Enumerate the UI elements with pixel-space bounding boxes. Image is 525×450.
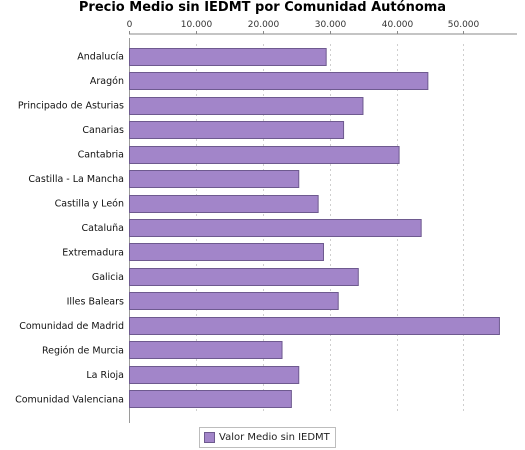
bar (129, 48, 327, 66)
category-labels: Andalucía Aragón Principado de Asturias Can… (15, 52, 124, 406)
category-label: Cantabria (78, 150, 124, 161)
category-label: La Rioja (86, 370, 124, 381)
category-label: Comunidad Valenciana (15, 394, 124, 405)
category-label: Galicia (92, 272, 124, 283)
legend-swatch (204, 432, 215, 443)
bar (129, 195, 319, 213)
bar (129, 341, 283, 359)
legend: Valor Medio sin IEDMT (199, 427, 336, 448)
category-label: Cataluña (81, 223, 124, 234)
category-label: Canarias (82, 125, 124, 136)
category-label: Principado de Asturias (18, 101, 124, 112)
category-label: Castilla - La Mancha (28, 174, 124, 185)
category-label: Aragón (90, 76, 124, 87)
bar (129, 170, 300, 188)
bars (129, 48, 500, 408)
x-tick-label: 40.000 (382, 20, 414, 30)
category-label: Comunidad de Madrid (19, 321, 124, 332)
bar (129, 268, 359, 286)
bar (129, 292, 339, 310)
category-label: Región de Murcia (42, 345, 124, 356)
bar (129, 219, 422, 237)
bar (129, 366, 300, 384)
bar (129, 97, 364, 115)
chart-title: Precio Medio sin IEDMT por Comunidad Aut… (78, 0, 447, 15)
bar (129, 390, 292, 408)
bar (129, 72, 429, 90)
category-label: Castilla y León (55, 199, 124, 210)
legend-label: Valor Medio sin IEDMT (219, 432, 330, 443)
bar (129, 121, 345, 139)
bar (129, 146, 400, 164)
category-label: Extremadura (62, 247, 124, 258)
category-label: Andalucía (77, 52, 124, 63)
category-label: Illes Balears (67, 296, 124, 307)
x-tick-label: 0 (127, 20, 133, 30)
x-tick-label: 30.000 (315, 20, 347, 30)
bar (129, 317, 500, 335)
x-tick-label: 20.000 (248, 20, 280, 30)
x-tick-label: 10.000 (181, 20, 213, 30)
x-tick-label: 50.000 (448, 20, 480, 30)
bar (129, 243, 324, 261)
